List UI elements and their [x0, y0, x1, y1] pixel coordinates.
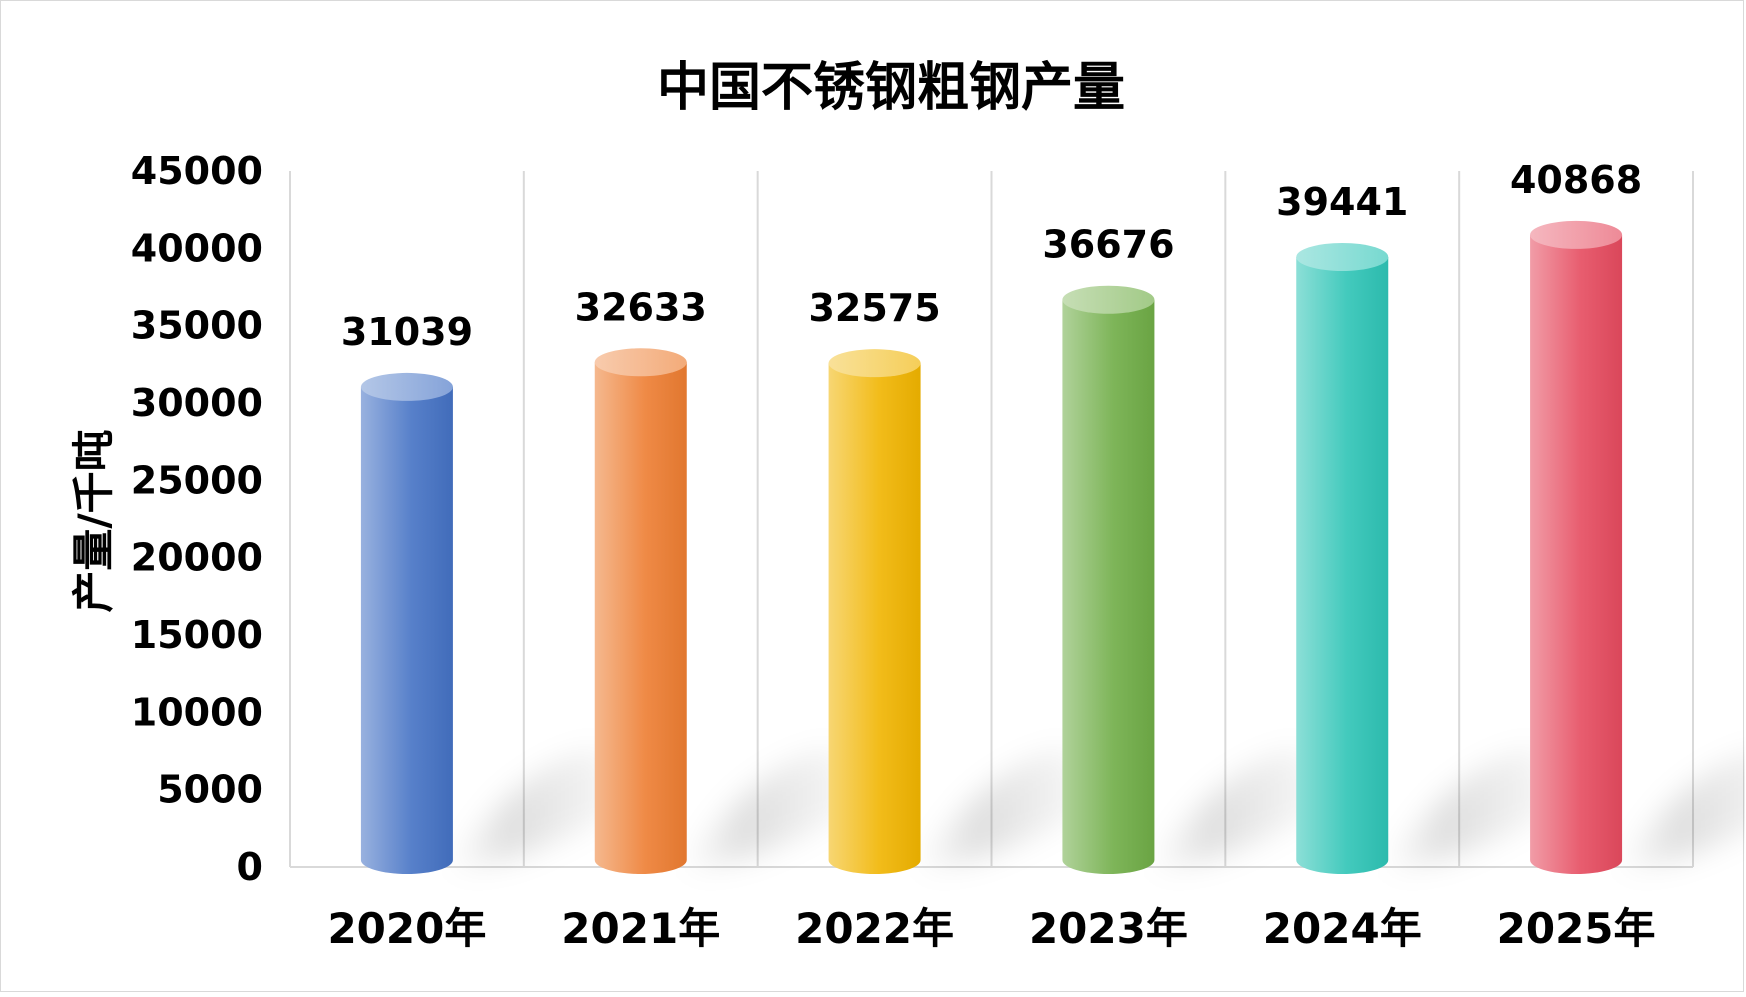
bar-top [360, 372, 453, 401]
bar [594, 362, 687, 875]
y-tick-label: 0 [237, 845, 263, 889]
bar-shadow [1150, 747, 1325, 873]
value-label: 40868 [1510, 158, 1642, 202]
value-label: 31039 [341, 310, 473, 354]
y-axis-title: 产量/千吨 [69, 429, 118, 612]
grid-lines [289, 171, 1694, 868]
bar-top [1296, 242, 1389, 271]
bar-top [1530, 220, 1623, 249]
bar-top [828, 349, 921, 378]
bar-top [594, 348, 687, 377]
x-category-label: 2024年 [1263, 904, 1422, 953]
bar-shadow [916, 747, 1091, 873]
bar-shadow [448, 747, 623, 873]
bar [1530, 234, 1623, 875]
bar-shadow [1618, 754, 1746, 873]
y-tick-label: 10000 [131, 690, 263, 734]
y-tick-label: 30000 [131, 381, 263, 425]
bar [360, 386, 453, 874]
y-tick-label: 20000 [131, 536, 263, 580]
value-label: 39441 [1276, 180, 1408, 224]
y-tick-label: 45000 [131, 149, 263, 193]
value-label: 36676 [1042, 223, 1174, 267]
x-category-label: 2023年 [1029, 904, 1188, 953]
y-tick-label: 25000 [131, 458, 263, 502]
y-tick-label: 35000 [131, 304, 263, 348]
bars [360, 220, 1623, 875]
bar-top [1062, 285, 1155, 314]
y-axis-ticks: 0 5000 10000 15000 20000 25000 30000 35000 40000… [131, 149, 263, 889]
value-label: 32633 [575, 285, 707, 329]
bar-shadow [1384, 747, 1559, 873]
x-category-label: 2020年 [327, 904, 486, 953]
bar-shadows [448, 747, 1746, 873]
y-tick-label: 40000 [131, 226, 263, 270]
bar-shadow [682, 747, 857, 873]
chart-title: 中国不锈钢粗钢产量 [657, 58, 1125, 118]
x-category-label: 2025年 [1497, 904, 1656, 953]
y-tick-label: 15000 [131, 613, 263, 657]
bar [1062, 299, 1155, 875]
x-category-label: 2022年 [795, 904, 954, 953]
value-labels: 31039 32633 32575 36676 39441 40868 [341, 158, 1642, 354]
bar [1296, 256, 1389, 875]
bar [828, 363, 921, 875]
value-label: 32575 [808, 286, 940, 330]
y-tick-label: 5000 [157, 768, 263, 812]
x-category-label: 2021年 [561, 904, 720, 953]
x-axis-categories: 2020年 2021年 2022年 2023年 2024年 2025年 [327, 904, 1655, 953]
